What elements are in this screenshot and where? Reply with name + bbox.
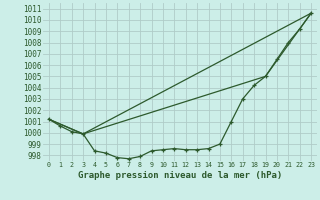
X-axis label: Graphe pression niveau de la mer (hPa): Graphe pression niveau de la mer (hPa) — [78, 171, 282, 180]
